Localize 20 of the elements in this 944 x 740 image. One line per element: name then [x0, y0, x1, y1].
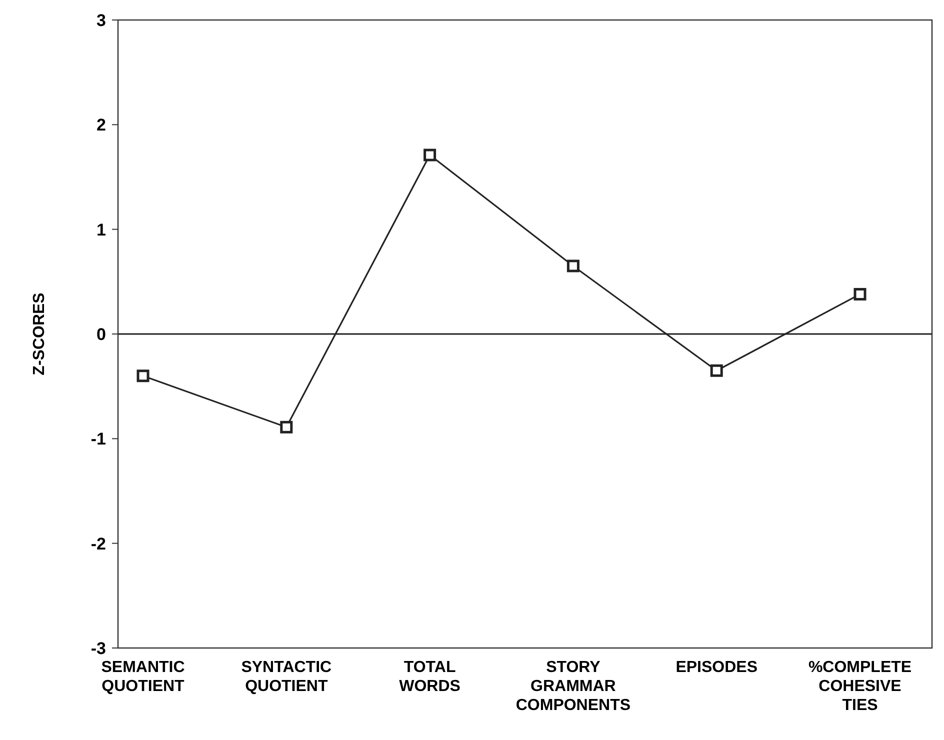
y-tick-label: 2	[96, 116, 106, 135]
y-tick-label: 0	[96, 324, 106, 344]
y-tick-label: 3	[96, 10, 106, 30]
y-tick-label: -2	[90, 534, 106, 554]
point	[280, 420, 293, 434]
x-tick-label: STORY GRAMMAR COMPONENTS	[516, 659, 631, 714]
x-tick-label: SEMANTIC QUOTIENT	[101, 659, 186, 695]
point	[710, 364, 723, 377]
point	[136, 370, 150, 382]
y-tick-label: 1	[96, 220, 106, 240]
x-tick-label: SYNTACTIC QUOTIENT	[241, 659, 332, 695]
point	[566, 260, 580, 272]
x-tick-label: EPISODES	[676, 659, 758, 676]
y-axis-title: Z-SCORES	[31, 292, 48, 376]
y-tick-label: -3	[90, 638, 106, 658]
x-tick-label: %COMPLETE COHESIVE TIES	[808, 659, 912, 714]
point	[424, 148, 436, 162]
y-tick-label: -1	[90, 430, 106, 449]
x-tick-label: TOTAL WORDS	[399, 659, 461, 695]
point	[854, 288, 866, 300]
